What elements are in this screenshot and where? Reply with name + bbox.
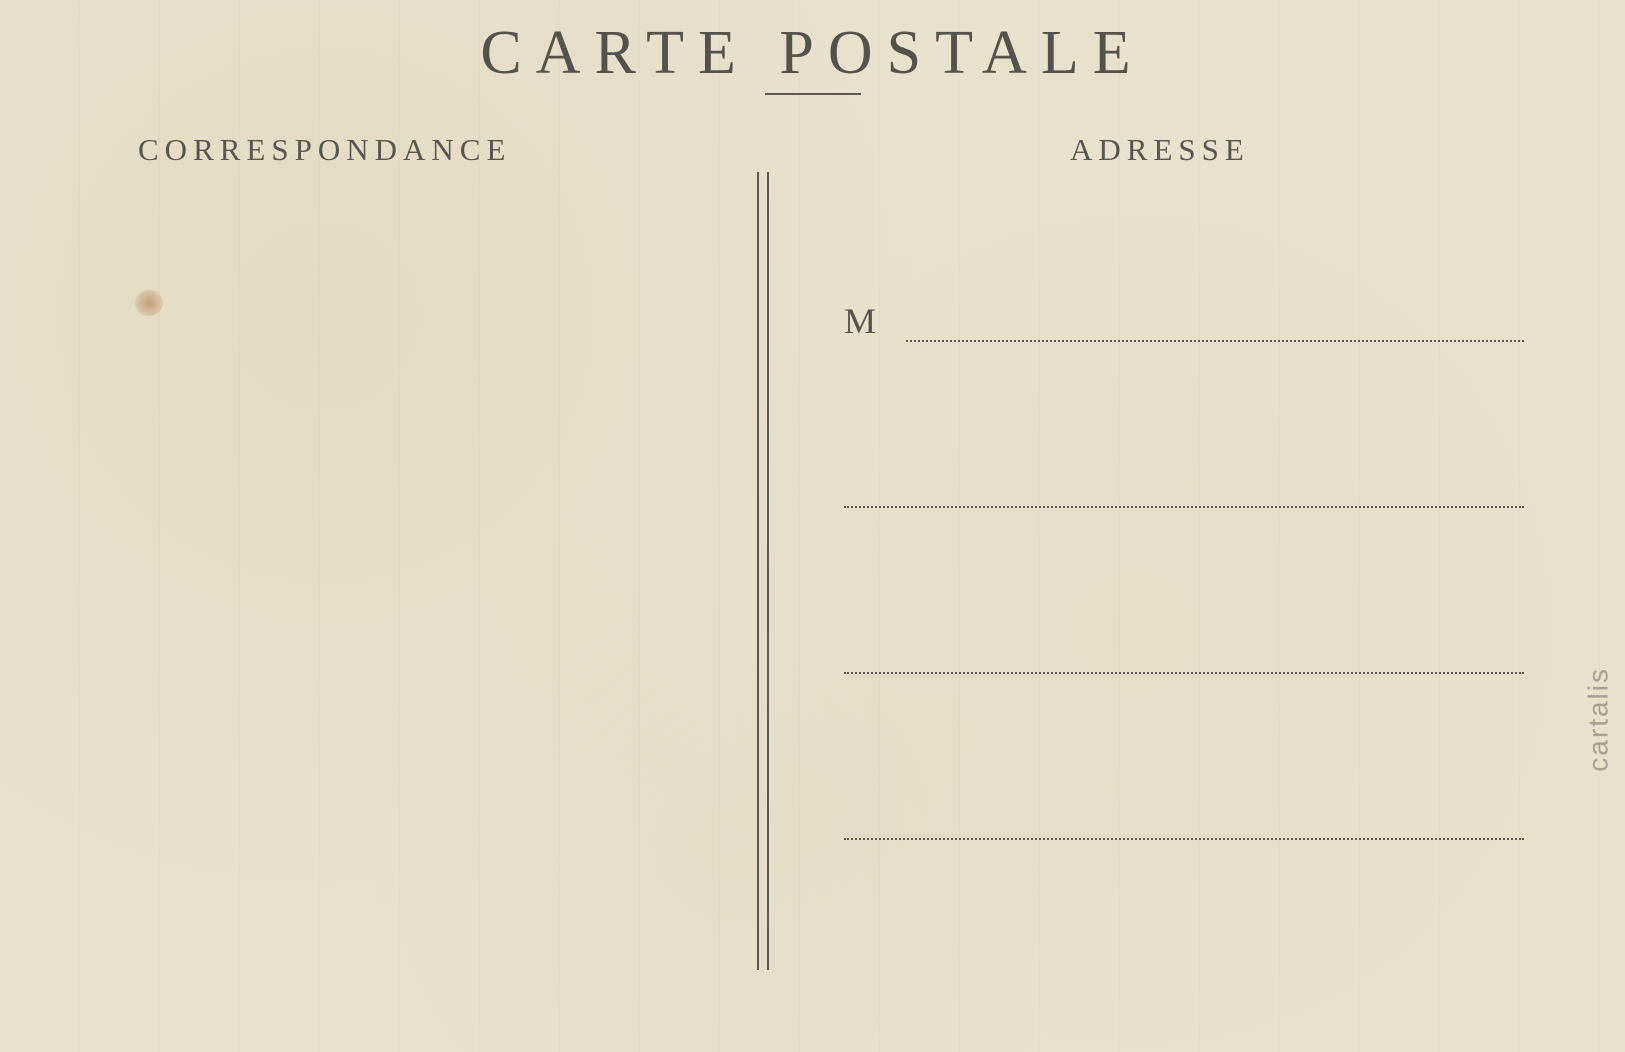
address-line-2 <box>844 506 1524 508</box>
card-title: CARTE POSTALE <box>480 18 1144 89</box>
title-underline <box>765 93 861 95</box>
address-label: ADRESSE <box>1070 132 1250 168</box>
recipient-prefix: M <box>844 300 878 342</box>
foxing-spot <box>135 290 163 316</box>
correspondence-label: CORRESPONDANCE <box>138 132 511 168</box>
divider-line-right <box>767 172 769 970</box>
address-line-4 <box>844 838 1524 840</box>
center-divider <box>757 172 769 970</box>
watermark-text: cartalis <box>1583 667 1615 772</box>
divider-line-left <box>757 172 759 970</box>
address-line-1 <box>906 340 1524 342</box>
address-line-3 <box>844 672 1524 674</box>
